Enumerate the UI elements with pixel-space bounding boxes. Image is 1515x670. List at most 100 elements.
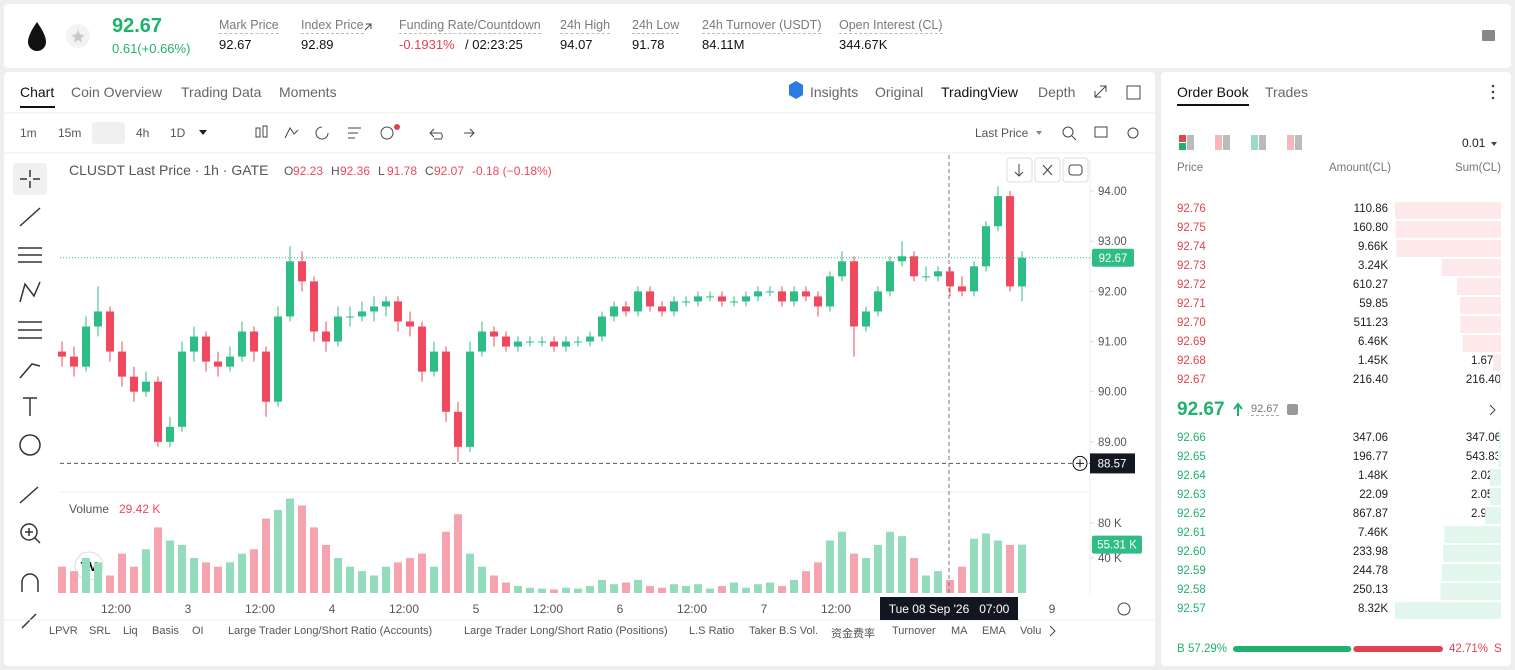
volume-value: 29.42 K	[119, 502, 160, 516]
ob-amount: 244.78	[1352, 565, 1388, 577]
candle-body	[58, 351, 66, 357]
indicator: 资金费率	[831, 628, 875, 640]
stat-label: 24h High	[560, 18, 611, 34]
scroll-right[interactable]	[1049, 625, 1056, 637]
indicator: L.S Ratio	[689, 625, 735, 637]
chevron[interactable]	[1489, 404, 1496, 416]
candle-body	[586, 336, 594, 342]
crosshair-time-tag	[880, 597, 1018, 620]
volume-bar	[730, 582, 738, 593]
candle-body	[946, 271, 954, 287]
x-tick-label: 12:00	[821, 602, 851, 616]
candle-body	[982, 226, 990, 267]
ob-price: 92.59	[1177, 565, 1206, 577]
view-tab: TradingView	[941, 84, 1019, 100]
volume-bar	[370, 575, 378, 593]
expand-icon[interactable]	[1094, 85, 1107, 98]
ob-price: 92.71	[1177, 298, 1206, 310]
candle-body	[154, 381, 162, 442]
window-icon[interactable]	[1126, 85, 1141, 100]
dropdown[interactable]	[1036, 131, 1042, 135]
candle-body	[562, 341, 570, 347]
tab: Chart	[20, 84, 55, 100]
candle-body	[178, 351, 186, 427]
candle-body	[802, 291, 810, 297]
candle-body	[898, 256, 906, 262]
settings-icon[interactable]	[1117, 602, 1131, 616]
candle-body	[814, 296, 822, 307]
volume-bar	[742, 587, 750, 593]
depth-bar	[1444, 526, 1501, 543]
candle-body	[622, 306, 630, 312]
view-tab: Insights	[810, 84, 859, 100]
volume-bar	[70, 571, 78, 593]
depth-bar	[1395, 602, 1501, 619]
indicator: Volu	[1020, 625, 1042, 637]
volume-bar	[346, 566, 354, 593]
candle-body	[346, 316, 354, 318]
y-tick-label: 90.00	[1098, 387, 1127, 399]
depth-bar	[1457, 278, 1501, 295]
volume-bar	[82, 558, 90, 593]
legend-value: 92.23	[293, 164, 323, 178]
ob-layout-icons	[1179, 135, 1302, 150]
y-tick-label: 89.00	[1098, 437, 1127, 449]
candle-body	[862, 311, 870, 327]
candle-body	[778, 291, 786, 302]
depth-bar	[1443, 545, 1501, 562]
ob-amount: 196.77	[1352, 451, 1388, 463]
volume-bar	[694, 584, 702, 593]
volume-bar	[946, 579, 954, 593]
candle-body	[418, 326, 426, 372]
candle-body	[550, 341, 558, 347]
candle-body	[310, 281, 318, 332]
volume-bar	[226, 562, 234, 593]
volume-bar	[262, 518, 270, 593]
header	[4, 4, 1511, 68]
volume-bar	[550, 589, 558, 593]
ob-sum: 347.06	[1465, 432, 1501, 444]
book-icon[interactable]	[1482, 30, 1495, 41]
x-tick-label: 7	[761, 602, 768, 616]
volume-bar	[190, 558, 198, 593]
ob-price: 92.57	[1177, 603, 1206, 615]
view-tab: Depth	[1038, 84, 1076, 100]
dropdown[interactable]	[1491, 142, 1497, 146]
volume-bar	[934, 571, 942, 593]
candle-body	[430, 351, 438, 372]
volume-bar	[526, 587, 534, 593]
ob-price: 92.64	[1177, 470, 1206, 482]
candle-body	[1018, 257, 1026, 287]
ob-col: Amount(CL)	[1329, 162, 1391, 174]
candle-body	[502, 336, 510, 347]
stat-label: Funding Rate/Countdown	[399, 18, 541, 34]
volume-bar	[646, 586, 654, 593]
volume-bar	[562, 587, 570, 593]
depth-bar	[1395, 221, 1501, 238]
volume-bar	[310, 527, 318, 593]
ob-amount: 3.24K	[1357, 260, 1388, 272]
up-arrow	[1233, 402, 1243, 416]
dropdown[interactable]	[199, 130, 207, 135]
legend-key: L	[378, 164, 385, 178]
ob-sum: 216.40	[1465, 374, 1501, 386]
ob-amount: 216.40	[1352, 374, 1388, 386]
candle-body	[214, 361, 222, 367]
volume-tag-label: 55.31 K	[1097, 540, 1137, 552]
ob-price: 92.68	[1177, 355, 1206, 367]
indicator: Liq	[123, 625, 138, 637]
volume-bar	[202, 562, 210, 593]
volume-bar	[850, 553, 858, 593]
x-tick-label: 9	[1049, 602, 1056, 616]
candle-body	[274, 316, 282, 402]
candle-body	[538, 341, 546, 343]
candle-body	[478, 331, 486, 352]
candle-body	[490, 331, 498, 337]
ob-amount: 233.98	[1352, 546, 1388, 558]
volume-bar	[994, 540, 1002, 593]
stat-value: 91.78	[632, 37, 665, 52]
y-tick-label: 91.00	[1098, 337, 1127, 349]
volume-bar	[718, 586, 726, 593]
link-icon	[364, 23, 372, 31]
volume-bar	[886, 531, 894, 593]
